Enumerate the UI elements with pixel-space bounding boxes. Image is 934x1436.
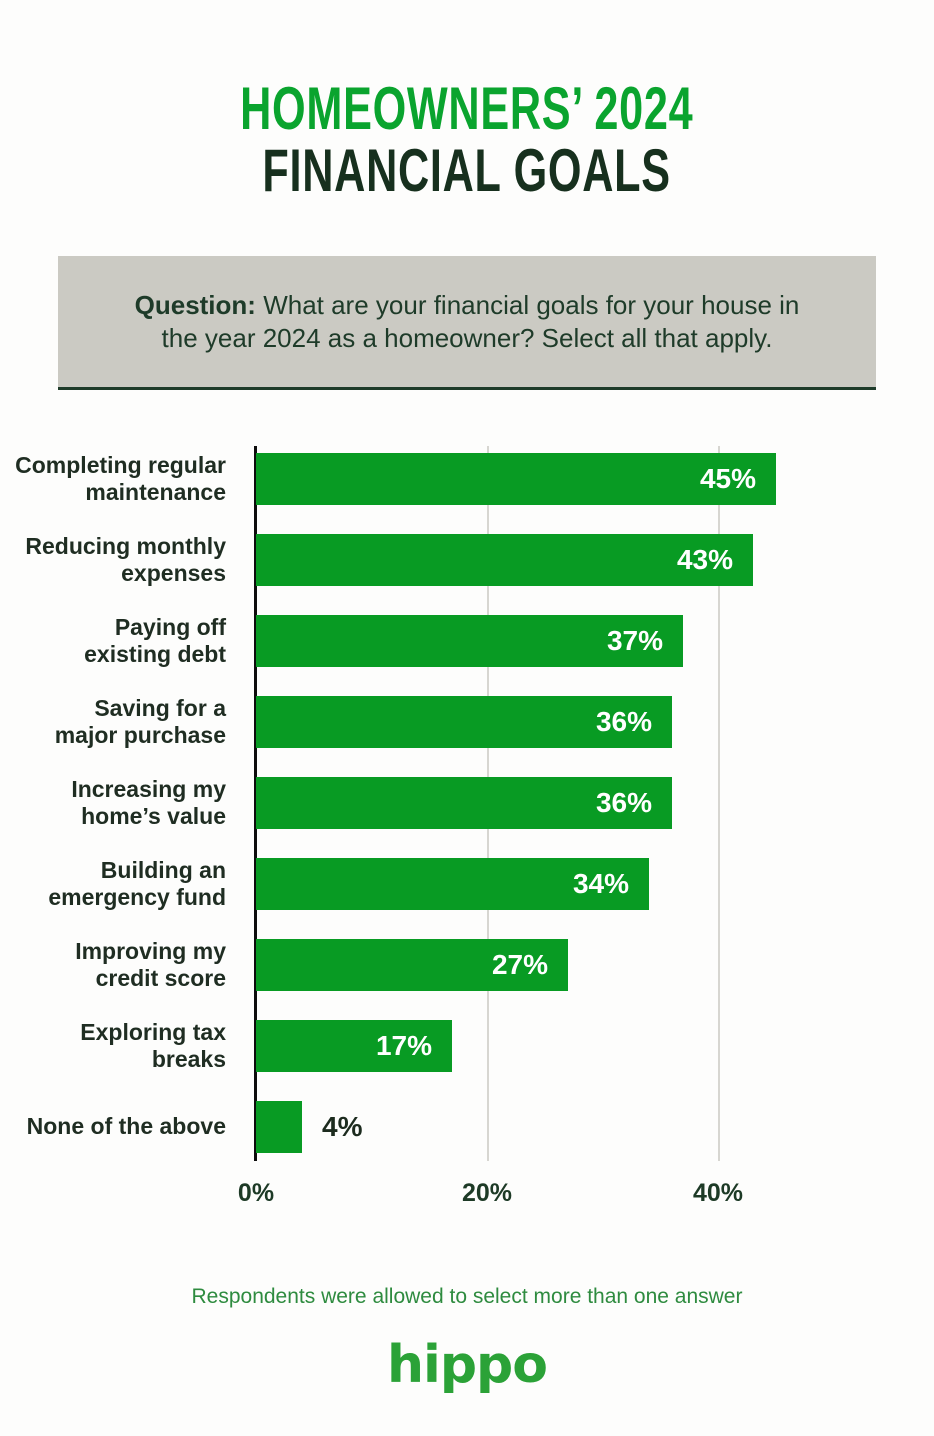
chart-row: Saving for a major purchase 36% [0,681,934,762]
value-label: 17% [375,1029,432,1061]
chart-row: Reducing monthly expenses 43% [0,519,934,600]
value-label: 45% [699,462,756,494]
category-label: Improving my credit score [75,937,226,991]
category-label: Saving for a major purchase [54,694,226,748]
value-label: 27% [491,948,548,980]
chart-row: None of the above 4% [0,1086,934,1167]
bar: 43% [256,533,753,586]
category-label: Increasing my home’s value [71,775,226,829]
title-line-2: FINANCIAL GOALS [262,137,672,204]
value-label: 37% [606,624,663,656]
chart-rows: Completing regular maintenance 45% Reduc… [0,438,934,1167]
category-label: Exploring tax breaks [80,1018,226,1072]
y-axis-line [254,446,257,1161]
chart-row: Increasing my home’s value 36% [0,762,934,843]
value-label: 4% [322,1110,363,1142]
tick-label: 20% [461,1179,513,1207]
bar: 45% [256,452,776,505]
category-label: None of the above [26,1113,226,1139]
bar: 36% [256,695,672,748]
category-label: Building an emergency fund [48,856,226,910]
tick-label: 0% [237,1179,275,1207]
value-label: 43% [676,543,733,575]
bar: 27% [256,938,568,991]
chart-row: Paying off existing debt 37% [0,600,934,681]
x-axis-ticks: 0% 20% 40% [238,1167,816,1207]
value-label: 36% [595,705,652,737]
category-label: Completing regular maintenance [15,451,226,505]
category-label: Reducing monthly expenses [25,532,226,586]
chart-row: Exploring tax breaks 17% [0,1005,934,1086]
category-label: Paying off existing debt [84,613,226,667]
tick-label: 40% [692,1179,744,1207]
chart-row: Completing regular maintenance 45% [0,438,934,519]
bar: 36% [256,776,672,829]
bar: 4% [256,1100,362,1153]
chart-row: Building an emergency fund 34% [0,843,934,924]
chart-row: Improving my credit score 27% [0,924,934,1005]
question-body: What are your financial goals for your h… [161,289,800,353]
hippo-logo: hippo [386,1335,548,1395]
question-text: Question: What are your financial goals … [135,289,800,355]
bar-chart: Completing regular maintenance 45% Reduc… [0,438,934,1207]
value-label: 36% [595,786,652,818]
title-line-1: HOMEOWNERS’ 2024 [240,75,694,142]
value-label: 34% [572,867,629,899]
gridline [718,446,720,1161]
question-box: Question: What are your financial goals … [58,256,876,390]
bar: 17% [256,1019,452,1072]
footnote: Respondents were allowed to select more … [191,1285,743,1308]
page-title: HOMEOWNERS’ 2024 FINANCIAL GOALS [0,78,934,202]
bar: 34% [256,857,649,910]
question-label: Question: [134,289,256,320]
bar: 37% [256,614,683,667]
